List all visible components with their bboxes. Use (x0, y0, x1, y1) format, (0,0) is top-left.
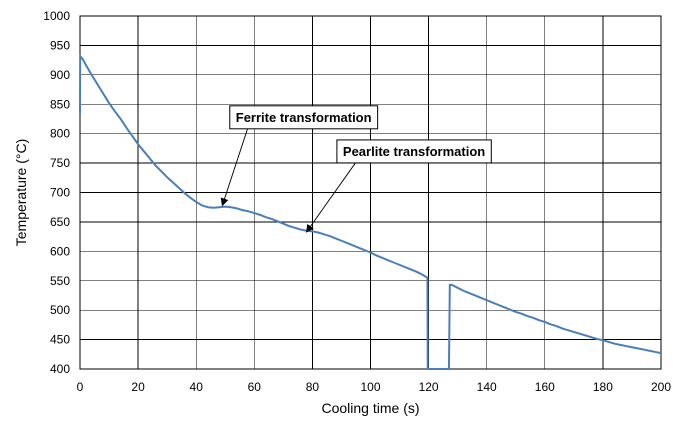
x-tick-label: 40 (190, 380, 204, 394)
annotation-0: Ferrite transformation (220, 105, 379, 207)
plot-area-frame (79, 15, 662, 370)
x-axis-ticks: 0 20 40 60 80 100 120 140 160 180 200 (77, 380, 672, 394)
y-tick-label: 1000 (43, 9, 70, 23)
y-axis-title: Temperature (°C) (13, 139, 29, 247)
grid (79, 15, 662, 370)
x-tick-label: 140 (477, 380, 497, 394)
x-tick-label: 100 (360, 380, 380, 394)
y-tick-label: 650 (50, 215, 70, 229)
y-tick-label: 750 (50, 156, 70, 170)
annotations: Ferrite transformation Pearlite transform… (220, 105, 492, 233)
annotation-arrow (220, 128, 248, 207)
x-tick-label: 160 (535, 380, 555, 394)
x-tick-label: 0 (77, 380, 84, 394)
x-tick-label: 200 (651, 380, 671, 394)
y-tick-label: 700 (50, 186, 70, 200)
x-tick-label: 60 (248, 380, 262, 394)
x-axis-title: Cooling time (s) (321, 400, 419, 416)
y-tick-label: 600 (50, 244, 70, 258)
y-tick-label: 850 (50, 97, 70, 111)
annotation-box (336, 139, 492, 164)
annotation-1: Pearlite transformation (306, 139, 492, 233)
x-tick-label: 20 (131, 380, 145, 394)
x-tick-label: 80 (306, 380, 320, 394)
series-line-0 (79, 55, 662, 370)
series-layer (79, 55, 662, 370)
annotation-label: Pearlite transformation (343, 144, 485, 159)
annotation-arrow (306, 162, 356, 233)
y-tick-label: 950 (50, 38, 70, 52)
x-tick-label: 180 (593, 380, 613, 394)
y-tick-label: 400 (50, 362, 70, 376)
y-tick-label: 800 (50, 127, 70, 141)
y-tick-label: 500 (50, 303, 70, 317)
y-axis-ticks: 400 450 500 550 600 650 700 750 800 850 900 950 1000 (43, 9, 70, 376)
y-tick-label: 900 (50, 68, 70, 82)
y-tick-label: 550 (50, 274, 70, 288)
annotation-label: Ferrite transformation (236, 110, 372, 125)
x-tick-label: 120 (419, 380, 439, 394)
y-tick-label: 450 (50, 333, 70, 347)
annotation-box (229, 105, 379, 130)
